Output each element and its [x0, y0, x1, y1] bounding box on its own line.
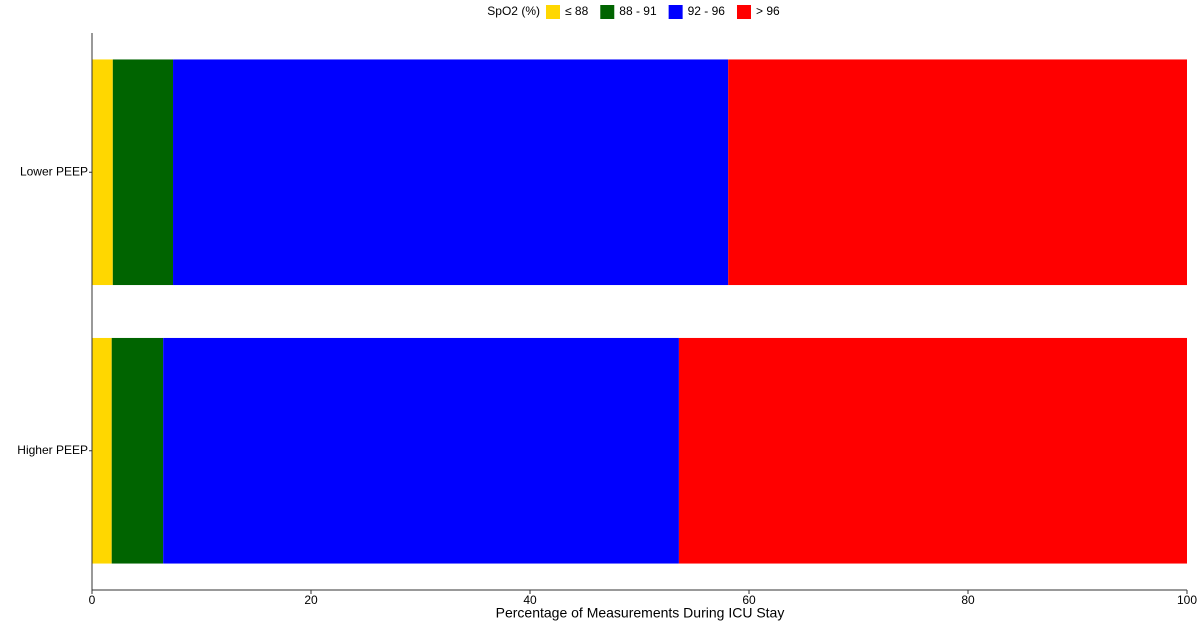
bar-segment — [111, 337, 164, 564]
bar-segment — [92, 337, 112, 564]
x-tick-label: 40 — [523, 593, 537, 607]
legend-label: 88 - 91 — [619, 4, 657, 18]
bar-segment — [112, 59, 174, 286]
y-tick-label: Higher PEEP — [17, 443, 88, 457]
legend-swatch — [736, 5, 751, 19]
legend-swatch — [668, 5, 683, 19]
bar-segment — [728, 59, 1187, 286]
y-tick-label: Lower PEEP — [20, 164, 88, 178]
legend-title: SpO2 (%) — [487, 4, 540, 18]
legend-swatch — [545, 5, 560, 19]
legend-swatch — [600, 5, 615, 19]
legend-label: > 96 — [756, 4, 780, 18]
x-tick-label: 100 — [1177, 593, 1197, 607]
x-tick-label: 0 — [89, 593, 96, 607]
bar-segment — [92, 59, 113, 286]
bar-segment — [173, 59, 729, 286]
x-tick-label: 80 — [961, 593, 975, 607]
x-tick-label: 60 — [742, 593, 756, 607]
bar-segment — [678, 337, 1187, 564]
legend-label: ≤ 88 — [565, 4, 589, 18]
legend-label: 92 - 96 — [688, 4, 726, 18]
x-axis-title: Percentage of Measurements During ICU St… — [496, 605, 785, 621]
bar-segment — [163, 337, 679, 564]
x-tick-label: 20 — [304, 593, 318, 607]
